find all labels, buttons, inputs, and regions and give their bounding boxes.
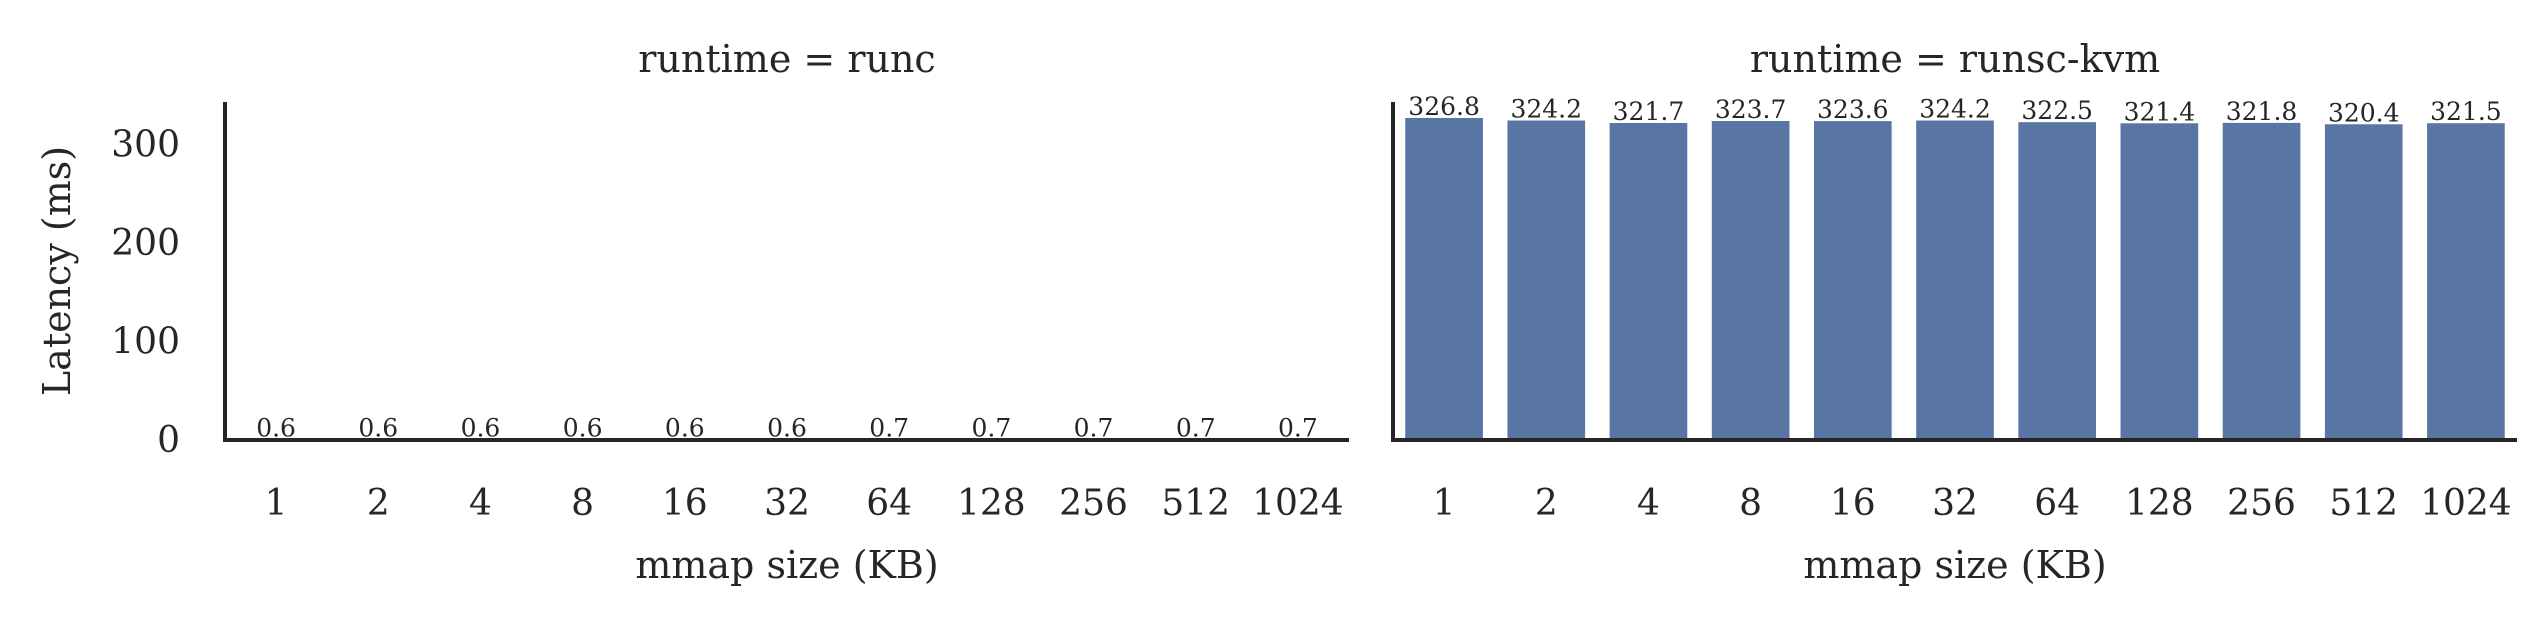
- y-tick-label: 100: [111, 321, 180, 362]
- x-tick-label: 1: [1433, 483, 1456, 524]
- x-tick-label: 1024: [1252, 483, 1344, 524]
- data-label: 0.6: [461, 413, 501, 442]
- x-tick-label: 32: [764, 483, 810, 524]
- data-label: 324.2: [1919, 95, 1991, 124]
- bar: [1711, 121, 1790, 440]
- data-label: 0.6: [665, 413, 705, 442]
- x-tick-label: 1: [265, 483, 288, 524]
- bar: [1916, 120, 1994, 441]
- data-label: 0.6: [256, 413, 296, 442]
- x-tick-label: 64: [866, 483, 912, 524]
- bar: [1507, 120, 1586, 441]
- x-tick-label: 2: [1535, 483, 1558, 524]
- x-tick-label: 16: [662, 483, 708, 524]
- bar: [1813, 121, 1892, 441]
- x-tick-label: 128: [957, 483, 1026, 524]
- bar: [2324, 124, 2403, 440]
- y-axis-label: Latency (ms): [35, 146, 79, 396]
- panel-title: runtime = runc: [638, 37, 935, 81]
- data-label: 0.7: [1176, 413, 1216, 442]
- x-tick-label: 512: [2329, 483, 2398, 524]
- y-tick-label: 300: [111, 124, 180, 165]
- data-label: 324.2: [1510, 95, 1582, 124]
- bar: [2018, 122, 2097, 440]
- data-label: 0.7: [1074, 413, 1114, 442]
- x-tick-label: 256: [1059, 483, 1128, 524]
- bar: [1609, 122, 1688, 440]
- panel-title: runtime = runsc-kvm: [1750, 37, 2160, 81]
- x-tick-label: 512: [1161, 483, 1230, 524]
- y-tick-label: 0: [157, 420, 180, 461]
- data-label: 320.4: [2328, 98, 2400, 127]
- data-label: 323.7: [1715, 95, 1787, 124]
- data-label: 321.5: [2430, 97, 2502, 126]
- x-tick-label: 8: [1739, 483, 1762, 524]
- data-label: 321.4: [2124, 97, 2196, 126]
- x-tick-label: 128: [2125, 483, 2194, 524]
- x-tick-label: 4: [469, 483, 492, 524]
- chart-panel-2: runtime = runsc-kvm 326.8 324.2 321.7 323.7 3…: [1391, 37, 2517, 587]
- bar: [2120, 123, 2199, 441]
- x-axis-label: mmap size (KB): [635, 543, 938, 587]
- x-tick-label: 16: [1830, 483, 1876, 524]
- x-tick-label: 256: [2227, 483, 2296, 524]
- y-tick-label: 200: [111, 223, 180, 264]
- data-label: 322.5: [2021, 96, 2093, 125]
- x-tick-label: 8: [571, 483, 594, 524]
- bar: [2222, 122, 2301, 440]
- data-label: 0.7: [869, 413, 909, 442]
- data-label: 0.7: [1278, 413, 1318, 442]
- chart-panel-1: runtime = runc 0.6 0.6 0.6 0.6 0.6 0.6 0.7 0.7 0.…: [35, 37, 1349, 587]
- x-tick-label: 2: [367, 483, 390, 524]
- data-label: 321.7: [1613, 97, 1685, 126]
- data-label: 0.6: [358, 413, 398, 442]
- data-label: 321.8: [2226, 97, 2298, 126]
- bar: [1405, 117, 1483, 440]
- bar: [2427, 123, 2505, 441]
- data-label: 326.8: [1408, 92, 1480, 121]
- x-tick-label: 1024: [2420, 483, 2512, 524]
- x-tick-label: 4: [1637, 483, 1660, 524]
- x-axis-label: mmap size (KB): [1803, 543, 2106, 587]
- data-label: 0.6: [563, 413, 603, 442]
- data-label: 0.7: [971, 413, 1011, 442]
- data-label: 323.6: [1817, 95, 1889, 124]
- data-label: 0.6: [767, 413, 807, 442]
- x-tick-label: 32: [1932, 483, 1978, 524]
- x-tick-label: 64: [2034, 483, 2080, 524]
